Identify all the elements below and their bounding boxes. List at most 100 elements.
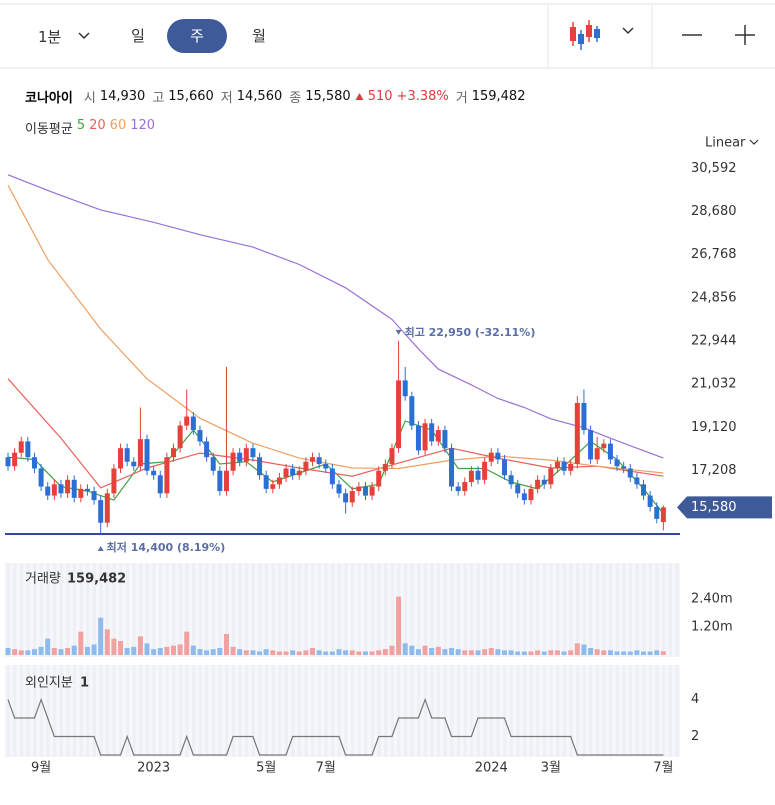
volume-bar <box>78 631 84 655</box>
quote-label: 고 <box>152 91 165 106</box>
candle-body <box>541 479 547 485</box>
candle-body <box>270 484 276 489</box>
candle-body <box>197 430 203 442</box>
candle-body <box>376 470 382 487</box>
candle-body <box>601 443 607 449</box>
candle-body <box>634 477 640 485</box>
candle-body <box>607 443 613 460</box>
candle-body <box>237 452 243 462</box>
candle-body <box>91 491 97 501</box>
volume-bar <box>548 650 554 655</box>
volume-bar <box>429 648 435 655</box>
tab[interactable]: 월 <box>252 27 266 45</box>
volume-bar <box>184 631 190 655</box>
candle-body <box>621 466 627 469</box>
volume-bar <box>349 650 355 655</box>
candle-body <box>435 430 441 442</box>
candle-body <box>104 493 110 523</box>
volume-bar <box>462 650 468 655</box>
volume-bar <box>607 650 613 655</box>
candle-body <box>38 468 44 487</box>
candle-body <box>310 457 316 462</box>
volume-bar <box>45 638 51 655</box>
candle-body <box>369 486 375 496</box>
candle-body <box>568 463 574 471</box>
candle-body <box>303 461 309 471</box>
tab[interactable]: 일 <box>131 27 145 45</box>
volume-bar <box>422 645 428 655</box>
x-tick-label: 3월 <box>541 761 561 776</box>
candle-body <box>349 491 355 503</box>
volume-bar <box>581 644 587 655</box>
quote-label: 시 <box>83 91 96 106</box>
marks: 30,592 28,680 26,768 24,856 22,944 21,032 19,1… <box>5 161 772 776</box>
volume-bar <box>31 649 37 655</box>
candle-body <box>468 470 474 483</box>
chart-type-icon[interactable] <box>570 20 600 50</box>
interval[interactable]: 1분 <box>38 28 62 46</box>
scale-mode[interactable]: Linear <box>705 136 746 151</box>
candle-body <box>336 484 342 494</box>
candle-body <box>276 477 282 485</box>
volume-bar <box>243 650 249 655</box>
volume-bar <box>237 649 243 655</box>
candle-body <box>25 441 31 458</box>
candle-body <box>18 441 24 453</box>
candle-body <box>243 448 249 462</box>
volume-bar <box>521 651 527 655</box>
high-marker <box>395 329 402 335</box>
foreign-pane-stripes <box>5 665 680 757</box>
y-tick-label: 30,592 <box>691 161 737 176</box>
quote-label: 거 <box>455 91 468 106</box>
interval-chevron[interactable] <box>78 32 90 40</box>
volume-bar <box>614 651 620 655</box>
volume-bar <box>594 649 600 655</box>
volume-bar <box>131 646 137 655</box>
candle-body <box>409 396 415 426</box>
candle-body <box>31 457 37 469</box>
volume-bar <box>468 650 474 655</box>
candle-body <box>137 439 143 467</box>
volume-bar <box>356 651 362 655</box>
candle-body <box>588 430 594 460</box>
volume-bar <box>369 651 375 655</box>
candle-body <box>528 488 534 501</box>
candle-body <box>362 486 368 496</box>
candle-body <box>654 506 660 519</box>
candle-body <box>223 470 229 492</box>
candle-body <box>217 470 223 492</box>
volume-bar <box>151 649 157 655</box>
volume-bar <box>190 645 196 655</box>
volume-bar <box>402 643 408 655</box>
y-tick-label: 17,208 <box>691 463 737 478</box>
y-tick-label: 26,768 <box>691 247 737 262</box>
volume-bar <box>323 651 329 655</box>
candle-body <box>283 468 289 478</box>
quote-change: 510 <box>367 89 393 104</box>
ma-legend-title: 이동평균 <box>25 122 73 137</box>
zoom-in[interactable] <box>735 25 755 45</box>
tab[interactable]: 주 <box>167 19 227 53</box>
x-tick-label: 7월 <box>653 761 673 776</box>
candle-body <box>660 507 666 523</box>
quote-change-pct: +3.38% <box>396 89 449 104</box>
chart-type-chevron[interactable] <box>622 27 634 35</box>
foreign-title-value: 1 <box>80 676 89 691</box>
candle-body <box>98 500 104 523</box>
candle-body <box>263 475 269 489</box>
candle-body <box>627 468 633 478</box>
volume-bar <box>442 649 448 655</box>
volume-bar <box>98 617 104 655</box>
candle-body <box>343 493 349 503</box>
candle-body <box>455 486 461 492</box>
quote-value: 14,930 <box>99 89 146 104</box>
volume-bar <box>502 650 507 655</box>
candle-body <box>118 448 124 469</box>
candle-body <box>184 416 190 426</box>
candle-body <box>51 484 57 496</box>
candle-body <box>5 457 11 467</box>
candle-body <box>329 468 335 485</box>
scale-chevron[interactable] <box>749 139 759 145</box>
volume-bar <box>336 649 342 655</box>
